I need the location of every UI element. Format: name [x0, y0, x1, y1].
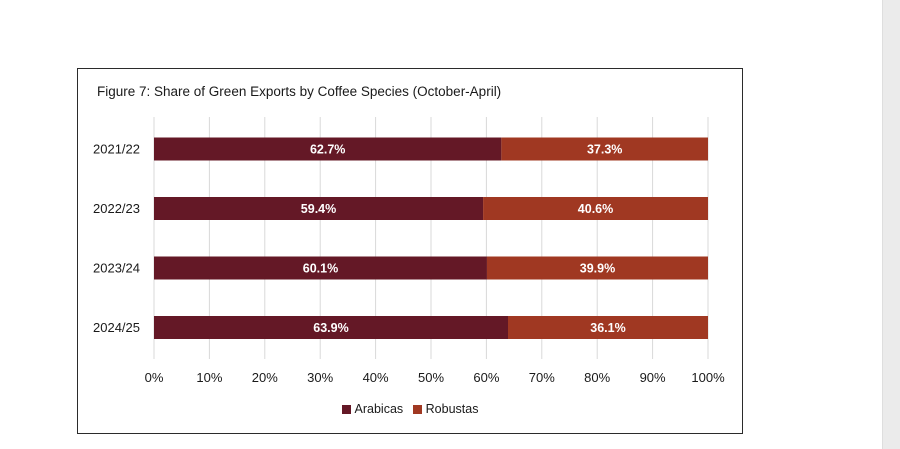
data-label-arabicas: 60.1% [303, 262, 338, 276]
bar-arabicas [154, 197, 484, 220]
category-label: 2022/23 [93, 201, 140, 216]
chart-legend: Arabicas Robustas [78, 402, 742, 417]
data-label-robustas: 37.3% [587, 143, 622, 157]
bar-arabicas [154, 137, 502, 161]
data-label-arabicas: 62.7% [310, 143, 345, 157]
bar-robustas [501, 137, 708, 161]
data-label-robustas: 36.1% [590, 321, 625, 335]
x-tick-label: 40% [363, 370, 389, 385]
data-label-robustas: 39.9% [580, 262, 615, 276]
legend-item-robustas: Robustas [412, 402, 479, 416]
bar-arabicas [154, 316, 509, 339]
x-tick-label: 30% [307, 370, 333, 385]
chart-figure: Figure 7: Share of Green Exports by Coff… [77, 68, 743, 434]
category-label: 2023/24 [93, 261, 140, 276]
bar-arabicas [154, 256, 487, 280]
x-tick-label: 90% [640, 370, 666, 385]
legend-swatch-arabicas [341, 404, 351, 414]
x-tick-label: 80% [584, 370, 610, 385]
bar-robustas [486, 256, 708, 280]
category-label: 2021/22 [93, 142, 140, 157]
x-tick-label: 60% [473, 370, 499, 385]
category-label: 2024/25 [93, 320, 140, 335]
x-tick-label: 70% [529, 370, 555, 385]
bar-robustas [483, 197, 708, 220]
legend-swatch-robustas [412, 404, 422, 414]
chart-title: Figure 7: Share of Green Exports by Coff… [97, 84, 502, 99]
data-label-robustas: 40.6% [578, 202, 613, 216]
x-tick-label: 50% [418, 370, 444, 385]
bar-robustas [508, 316, 708, 339]
legend-item-arabicas: Arabicas [341, 402, 404, 416]
x-tick-label: 100% [691, 370, 725, 385]
x-tick-label: 0% [145, 370, 164, 385]
chart-plot: 0% 10% 20% 30% 40% 50% 60% 70% 80% 90% 100% 2021/22… [93, 117, 725, 385]
x-tick-label: 20% [252, 370, 278, 385]
scrollbar-track[interactable] [882, 0, 900, 449]
legend-label-arabicas: Arabicas [354, 402, 404, 416]
legend-label-robustas: Robustas [425, 402, 479, 416]
data-label-arabicas: 59.4% [301, 202, 336, 216]
data-label-arabicas: 63.9% [313, 321, 348, 335]
x-tick-label: 10% [196, 370, 222, 385]
